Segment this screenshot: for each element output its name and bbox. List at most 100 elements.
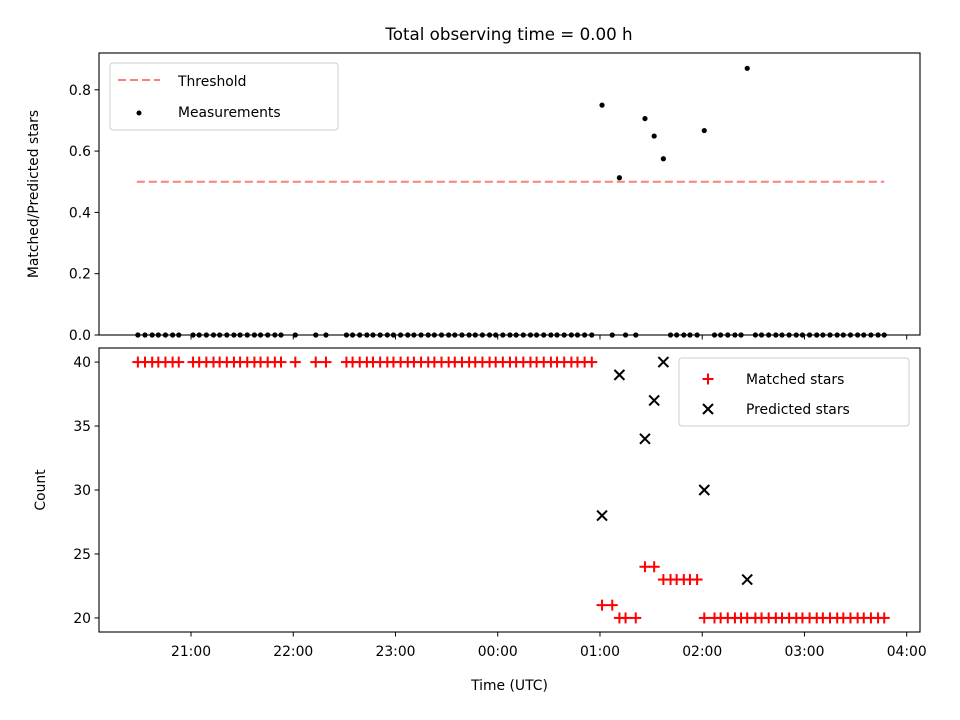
measurement-point xyxy=(196,332,202,338)
count-y-axis-label: Count xyxy=(33,469,49,511)
measurement-point xyxy=(622,332,629,338)
count-x-ticks: 21:00 22:00 23:00 00:00 01:00 02:00 03:00 04:00 xyxy=(171,632,927,660)
matched-star-marker xyxy=(620,612,632,624)
measurement-point xyxy=(827,332,833,338)
measurement-point xyxy=(370,332,376,338)
ratio-y-ticks: 0.0 0.2 0.4 0.6 0.8 xyxy=(69,83,99,344)
measurement-point xyxy=(486,332,493,338)
measurement-point xyxy=(718,332,724,338)
measurement-point xyxy=(142,332,148,338)
count-panel: 20 25 30 35 40 21:00 22:00 23:00 00:00 01:00 02:0… xyxy=(33,347,927,694)
predicted-star-marker xyxy=(648,394,660,407)
measurement-point xyxy=(694,332,700,338)
measurement-point xyxy=(527,332,534,338)
measurement-point xyxy=(438,332,445,338)
measurement-point xyxy=(667,332,674,338)
predicted-star-marker xyxy=(613,369,626,381)
matched-star-marker xyxy=(698,612,710,624)
measurement-point xyxy=(210,332,217,338)
predicted-star-markers xyxy=(596,356,753,586)
measurement-point xyxy=(162,332,169,338)
measurement-point xyxy=(561,332,567,338)
matched-star-marker xyxy=(289,356,301,368)
predicted-star-marker xyxy=(698,484,710,496)
measurement-point xyxy=(203,332,209,338)
predicted-star-marker-b xyxy=(596,509,608,522)
measurement-point xyxy=(752,332,758,338)
measurement-point xyxy=(633,332,639,338)
ratio-y-tick-label: 0.6 xyxy=(69,144,91,160)
measurement-point xyxy=(425,332,431,338)
measurement-point xyxy=(766,332,772,338)
measurement-point xyxy=(493,332,499,338)
measurement-point xyxy=(217,332,223,338)
measurement-point xyxy=(244,332,250,338)
measurement-point xyxy=(687,332,693,338)
legend-measurements-label: Measurements xyxy=(178,105,281,121)
measurement-point xyxy=(500,332,506,338)
ratio-y-axis-label: Matched/Predicted stars xyxy=(26,110,42,278)
measurement-point xyxy=(384,332,390,338)
measurement-point xyxy=(170,332,176,338)
predicted-star-marker xyxy=(657,356,670,368)
predicted-star-marker-b xyxy=(613,369,626,381)
measurement-point xyxy=(479,332,486,338)
count-y-ticks: 20 25 30 35 40 xyxy=(73,355,99,627)
measurement-point xyxy=(466,332,472,338)
measurement-point xyxy=(343,332,350,338)
measurement-point xyxy=(599,102,605,108)
measurement-point xyxy=(459,332,465,338)
predicted-star-marker-b xyxy=(657,356,670,368)
measurement-point xyxy=(405,332,411,338)
measurement-point xyxy=(446,332,452,338)
measurement-point xyxy=(349,332,356,338)
measurement-point xyxy=(642,115,648,122)
chart-title: Total observing time = 0.00 h xyxy=(384,24,632,44)
legend-predicted-marker xyxy=(702,403,714,415)
measurement-point xyxy=(377,332,383,338)
predicted-star-marker-b xyxy=(698,484,710,496)
count-legend-box xyxy=(678,357,910,427)
x-tick-label: 01:00 xyxy=(580,644,620,660)
measurement-point xyxy=(155,332,161,338)
matched-star-marker xyxy=(596,599,608,611)
ratio-y-tick-label: 0.8 xyxy=(69,83,91,99)
measurement-point xyxy=(176,332,182,338)
predicted-star-marker xyxy=(639,433,651,445)
count-y-tick-label: 35 xyxy=(73,419,91,435)
measurement-point xyxy=(674,332,680,338)
measurement-point xyxy=(711,332,718,338)
measurement-point xyxy=(278,332,284,338)
measurement-point xyxy=(452,332,458,338)
measurement-point xyxy=(541,332,547,338)
measurement-point xyxy=(135,332,141,338)
measurement-point xyxy=(582,332,588,338)
measurement-point xyxy=(507,332,513,338)
measurement-point xyxy=(868,332,874,338)
measurement-point xyxy=(725,332,731,338)
ratio-legend: Threshold Measurements xyxy=(109,62,339,131)
x-axis-label: Time (UTC) xyxy=(470,678,548,694)
measurement-point xyxy=(793,332,799,338)
ratio-y-tick-label: 0.4 xyxy=(69,205,91,221)
x-tick-label: 04:00 xyxy=(887,644,927,660)
measurement-point xyxy=(744,65,750,71)
x-tick-label: 02:00 xyxy=(682,644,722,660)
legend-matched-label: Matched stars xyxy=(746,372,844,388)
measurement-point xyxy=(660,156,666,162)
measurement-point xyxy=(616,175,623,181)
measurement-point xyxy=(390,332,397,338)
measurement-point xyxy=(265,332,271,338)
legend-matched-swatch xyxy=(702,373,714,385)
measurement-point xyxy=(357,332,363,338)
predicted-star-marker-b xyxy=(741,573,753,586)
matched-star-marker xyxy=(648,561,660,573)
x-tick-label: 22:00 xyxy=(273,644,313,660)
count-y-tick-label: 30 xyxy=(73,483,91,499)
measurement-point xyxy=(568,332,574,338)
count-legend: Matched stars Predicted stars xyxy=(678,357,910,427)
measurement-point xyxy=(738,332,744,338)
measurement-point xyxy=(411,332,417,338)
x-tick-label: 00:00 xyxy=(478,644,518,660)
